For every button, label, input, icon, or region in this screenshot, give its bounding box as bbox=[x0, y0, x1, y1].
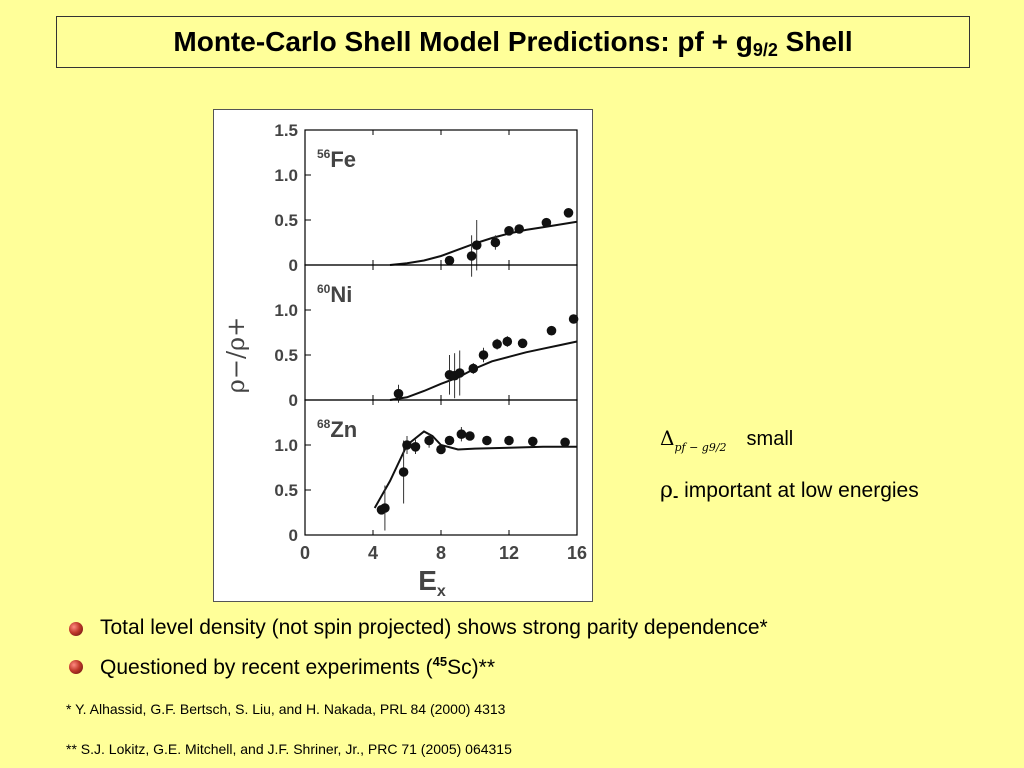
bullet-text: Questioned by recent experiments ( bbox=[100, 656, 433, 679]
data-point bbox=[492, 339, 502, 349]
rho-symbol: ρ bbox=[660, 478, 673, 503]
data-point bbox=[468, 363, 479, 374]
data-point bbox=[466, 251, 477, 261]
slide-title: Monte-Carlo Shell Model Predictions: pf … bbox=[56, 16, 970, 68]
x-tick-label: 4 bbox=[368, 543, 378, 563]
bullet-dot-icon bbox=[69, 660, 83, 674]
y-tick-label: 0 bbox=[289, 256, 298, 275]
y-tick-label: 0.5 bbox=[274, 481, 298, 500]
y-tick-label: 1.0 bbox=[274, 301, 298, 320]
y-tick-label: 1.0 bbox=[274, 436, 298, 455]
data-point bbox=[398, 467, 409, 477]
title-tail: Shell bbox=[777, 26, 853, 57]
delta-symbol: Δ bbox=[660, 426, 675, 450]
data-point bbox=[568, 314, 579, 324]
x-tick-label: 8 bbox=[436, 543, 446, 563]
level-density-ratio-chart: 0 0.5 1.0 1.5 56Fe 0 0.5 1.0 60Ni 0 0.5 1.0 68Zn 0 4 8 1… bbox=[213, 109, 593, 602]
x-tick-label: 12 bbox=[499, 543, 519, 563]
x-tick-label: 0 bbox=[300, 543, 310, 563]
model-curve bbox=[389, 220, 578, 266]
bullet-superscript: 45 bbox=[432, 654, 448, 669]
data-point bbox=[410, 442, 421, 452]
y-tick-label: 0 bbox=[289, 526, 298, 545]
x-axis-label-main: E bbox=[418, 565, 437, 596]
data-point bbox=[546, 325, 557, 336]
data-point bbox=[517, 338, 528, 349]
y-tick-label: 0 bbox=[289, 391, 298, 410]
data-point bbox=[478, 350, 489, 360]
panel-nucleus-label: 56Fe bbox=[317, 147, 356, 172]
data-point bbox=[490, 237, 501, 248]
chart-svg: 0 0.5 1.0 1.5 56Fe 0 0.5 1.0 60Ni 0 0.5 1.0 68Zn 0 4 8 1… bbox=[222, 121, 587, 600]
x-axis-label-subscript: x bbox=[437, 583, 446, 600]
panel-nucleus-label: 60Ni bbox=[317, 282, 352, 307]
delta-note: Δpf − g9/2 small bbox=[660, 426, 794, 454]
rho-text: important at low energies bbox=[678, 479, 919, 502]
data-point bbox=[424, 435, 434, 446]
x-tick-label: 16 bbox=[567, 543, 587, 563]
panel-element-symbol: Ni bbox=[330, 282, 352, 307]
data-point bbox=[504, 226, 514, 236]
data-point bbox=[482, 435, 492, 446]
panel-nucleus-label: 68Zn bbox=[317, 417, 357, 442]
data-point bbox=[393, 388, 404, 399]
x-axis-label: Ex bbox=[418, 565, 446, 600]
model-curve bbox=[389, 340, 578, 401]
rho-note: ρ- important at low energies bbox=[660, 478, 919, 505]
data-point bbox=[502, 336, 513, 347]
reference-1: * Y. Alhassid, G.F. Bertsch, S. Liu, and… bbox=[66, 701, 506, 717]
data-point bbox=[560, 437, 570, 448]
y-tick-label: 1.0 bbox=[274, 166, 298, 185]
data-point bbox=[456, 429, 467, 440]
panel-element-symbol: Fe bbox=[330, 147, 356, 172]
panel-mass-number: 60 bbox=[317, 282, 331, 296]
data-point bbox=[514, 224, 524, 234]
panel-mass-number: 68 bbox=[317, 417, 331, 431]
y-tick-label: 0.5 bbox=[274, 346, 298, 365]
data-point bbox=[444, 435, 455, 446]
y-tick-label: 0.5 bbox=[274, 211, 298, 230]
data-point bbox=[541, 217, 552, 228]
rho-subscript: - bbox=[672, 488, 679, 505]
data-point bbox=[454, 368, 465, 378]
title-main: Monte-Carlo Shell Model Predictions: pf … bbox=[173, 26, 753, 57]
reference-2: ** S.J. Lokitz, G.E. Mitchell, and J.F. … bbox=[66, 741, 512, 757]
delta-text: small bbox=[746, 428, 794, 450]
data-point bbox=[563, 208, 574, 218]
y-axis-label: ρ−/ρ+ bbox=[222, 317, 250, 394]
data-point bbox=[528, 436, 538, 447]
data-point bbox=[380, 503, 390, 513]
data-point bbox=[444, 255, 455, 266]
data-point bbox=[465, 431, 475, 441]
panel-element-symbol: Zn bbox=[330, 417, 357, 442]
data-point bbox=[471, 240, 482, 250]
title-subscript: 9/2 bbox=[752, 40, 778, 60]
bullet-dot-icon bbox=[69, 622, 83, 636]
panel-mass-number: 56 bbox=[317, 147, 331, 161]
bullet-text-tail: Sc)** bbox=[447, 656, 495, 679]
data-point bbox=[436, 444, 446, 455]
data-point bbox=[504, 435, 514, 446]
y-tick-label: 1.5 bbox=[274, 121, 298, 140]
delta-subscript: pf − g9/2 bbox=[674, 441, 727, 454]
data-point bbox=[402, 440, 412, 450]
bullet-text: Total level density (not spin projected)… bbox=[100, 616, 768, 639]
